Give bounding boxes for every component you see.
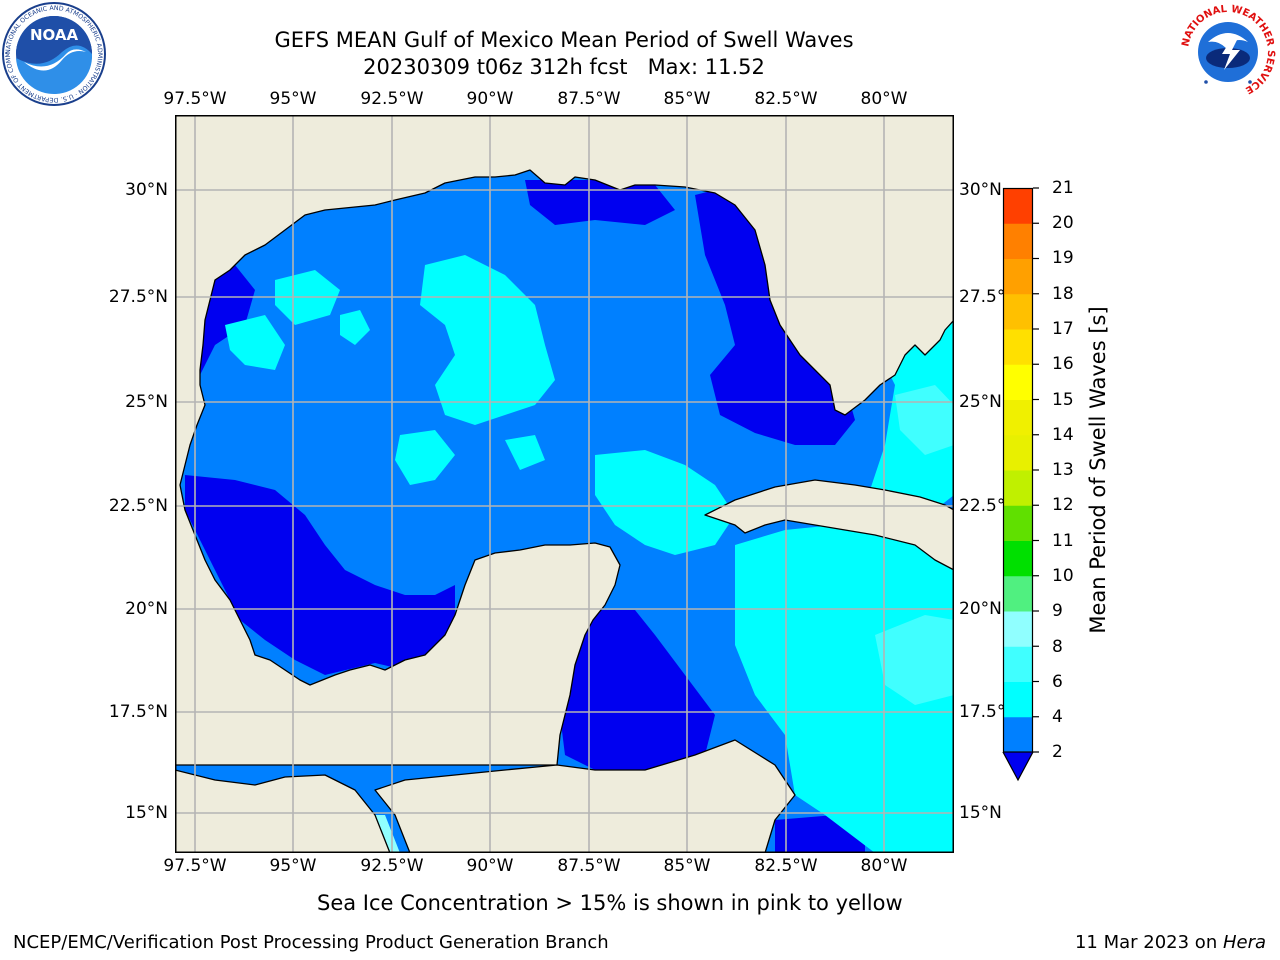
- lon-tick-top: 92.5°W: [360, 89, 424, 109]
- lat-tick-right: 15°N: [959, 803, 1002, 823]
- lat-tick-left: 30°N: [125, 180, 168, 200]
- colorbar-segment: [1003, 399, 1033, 436]
- lat-tick-left: 27.5°N: [108, 287, 168, 307]
- graticule: [175, 115, 954, 853]
- colorbar-tick: 21: [1052, 178, 1074, 198]
- host-name: Hera: [1222, 932, 1266, 953]
- colorbar-tick: 16: [1052, 354, 1074, 374]
- colorbar-tick: 14: [1052, 425, 1074, 445]
- lon-tick-top: 82.5°W: [754, 89, 818, 109]
- sea-ice-note: Sea Ice Concentration > 15% is shown in …: [317, 891, 903, 915]
- land-masses: [175, 115, 954, 853]
- map-border: [175, 115, 954, 853]
- lat-tick-left: 20°N: [125, 599, 168, 619]
- colorbar-extend-arrow: [1001, 751, 1035, 782]
- colorbar-segment: [1003, 364, 1033, 400]
- colorbar-segment: [1003, 716, 1033, 753]
- run-date-text: 11 Mar 2023 on: [1074, 932, 1223, 953]
- colorbar-segment: [1003, 681, 1033, 718]
- colorbar-tick: 15: [1052, 390, 1074, 410]
- colorbar-tick: 10: [1052, 566, 1074, 586]
- colorbar-title: Mean Period of Swell Waves [s]: [1086, 306, 1110, 634]
- colorbar-tick: 13: [1052, 460, 1074, 480]
- colorbar-tick: 8: [1052, 637, 1063, 657]
- swell-period-under-2s-regions: [185, 180, 954, 853]
- colorbar-segment: [1003, 434, 1033, 471]
- lon-tick-bottom: 80°W: [860, 856, 908, 876]
- lat-tick-left: 22.5°N: [108, 496, 168, 516]
- lon-tick-bottom: 92.5°W: [360, 856, 424, 876]
- colorbar-tick: 2: [1052, 742, 1063, 762]
- colorbar-segment: [1003, 223, 1033, 259]
- lat-tick-left: 15°N: [125, 803, 168, 823]
- colorbar-segment: [1003, 505, 1033, 541]
- colorbar-segment: [1003, 293, 1033, 330]
- run-date: 11 Mar 2023 on Hera: [1075, 932, 1266, 953]
- colorbar-tick: 9: [1052, 601, 1063, 621]
- colorbar: [1002, 187, 1039, 788]
- map-panel: [175, 115, 954, 853]
- colorbar-segment: [1003, 470, 1033, 506]
- colorbar-segment: [1003, 540, 1033, 577]
- colorbar-tick: 20: [1052, 213, 1074, 233]
- colorbar-tick: 12: [1052, 495, 1074, 515]
- lat-tick-right: 20°N: [959, 599, 1002, 619]
- lon-tick-top: 85°W: [663, 89, 711, 109]
- lon-tick-top: 90°W: [466, 89, 514, 109]
- chart-subtitle: 20230309 t06z 312h fcst Max: 11.52: [363, 55, 765, 79]
- lon-tick-top: 87.5°W: [557, 89, 621, 109]
- lon-tick-top: 95°W: [269, 89, 317, 109]
- colorbar-segment: [1003, 258, 1033, 295]
- colorbar-tick: 17: [1052, 319, 1074, 339]
- lat-tick-right: 25°N: [959, 392, 1002, 412]
- lon-tick-bottom: 85°W: [663, 856, 711, 876]
- colorbar-segment: [1003, 611, 1033, 647]
- colorbar-tick: 18: [1052, 284, 1074, 304]
- lon-tick-bottom: 90°W: [466, 856, 514, 876]
- lon-tick-top: 80°W: [860, 89, 908, 109]
- lon-tick-bottom: 87.5°W: [557, 856, 621, 876]
- noaa-logo: NATIONAL OCEANIC AND ATMOSPHERIC ADMINIS…: [0, 0, 106, 106]
- chart-title: GEFS MEAN Gulf of Mexico Mean Period of …: [274, 28, 854, 52]
- lon-tick-bottom: 82.5°W: [754, 856, 818, 876]
- noaa-logo-text: NOAA: [30, 26, 79, 44]
- nws-logo: NATIONAL WEATHER SERVICE: [1178, 2, 1278, 102]
- lon-tick-bottom: 97.5°W: [163, 856, 227, 876]
- lon-tick-top: 97.5°W: [163, 89, 227, 109]
- lat-tick-left: 25°N: [125, 392, 168, 412]
- branch-credit: NCEP/EMC/Verification Post Processing Pr…: [13, 932, 609, 953]
- lat-tick-left: 17.5°N: [108, 702, 168, 722]
- colorbar-tick: 4: [1052, 707, 1063, 727]
- colorbar-tick: 19: [1052, 248, 1074, 268]
- lon-tick-bottom: 95°W: [269, 856, 317, 876]
- lat-tick-right: 30°N: [959, 180, 1002, 200]
- colorbar-segment: [1003, 188, 1033, 224]
- colorbar-segment: [1003, 329, 1033, 365]
- colorbar-segment: [1003, 575, 1033, 612]
- colorbar-segment: [1003, 646, 1033, 682]
- colorbar-tick: 6: [1052, 672, 1063, 692]
- colorbar-tick: 11: [1052, 531, 1074, 551]
